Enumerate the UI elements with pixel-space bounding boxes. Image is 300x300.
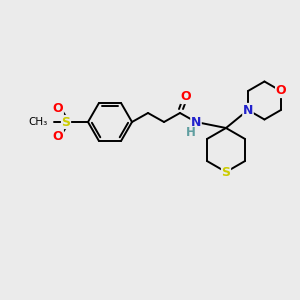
Text: O: O <box>181 91 191 103</box>
Text: O: O <box>276 85 286 98</box>
Text: S: S <box>221 166 230 178</box>
Text: N: N <box>243 103 253 116</box>
Text: N: N <box>191 116 201 128</box>
Text: H: H <box>186 125 196 139</box>
Text: S: S <box>61 116 70 128</box>
Text: O: O <box>53 130 63 142</box>
Text: CH₃: CH₃ <box>29 117 48 127</box>
Text: O: O <box>53 101 63 115</box>
